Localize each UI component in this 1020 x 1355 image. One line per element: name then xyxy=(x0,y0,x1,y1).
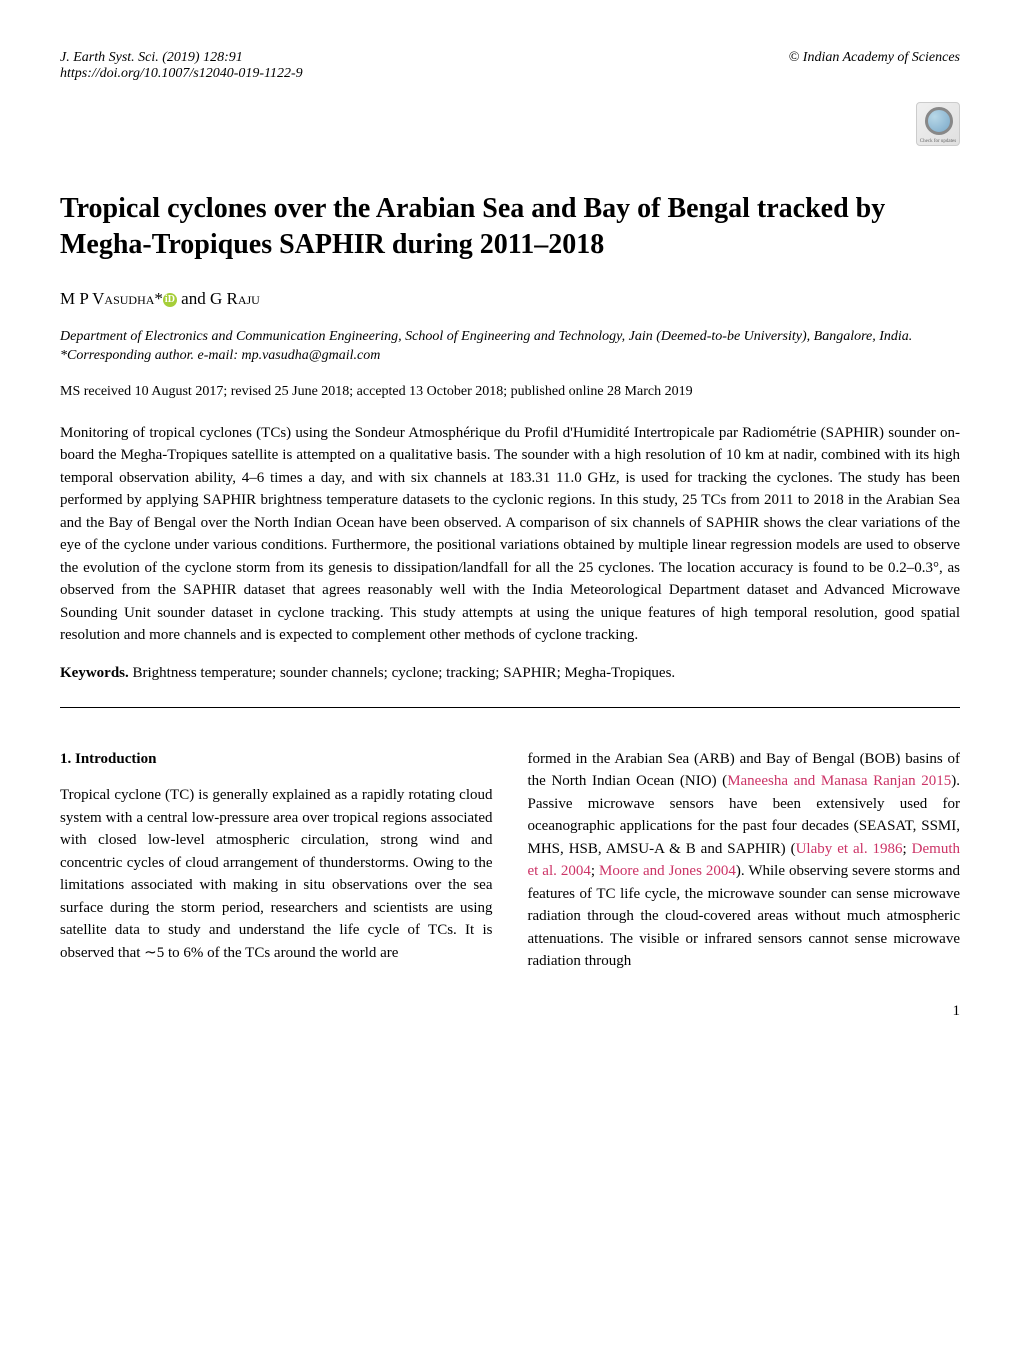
authors-line: M P Vasudha*iD and G Raju xyxy=(60,289,960,309)
column-right: formed in the Arabian Sea (ARB) and Bay … xyxy=(528,748,961,973)
author-2: G Raju xyxy=(210,289,260,308)
crossmark-icon xyxy=(925,107,953,135)
keywords-label: Keywords. xyxy=(60,665,129,681)
doi-link[interactable]: https://doi.org/10.1007/s12040-019-1122-… xyxy=(60,66,303,82)
journal-info-left: J. Earth Syst. Sci. (2019) 128:91 https:… xyxy=(60,50,303,82)
crossmark-badge[interactable]: Check for updates xyxy=(916,102,960,146)
crossmark-label: Check for updates xyxy=(917,139,959,144)
section-divider xyxy=(60,707,960,708)
citation-ulaby[interactable]: Ulaby et al. 1986 xyxy=(796,841,903,857)
author-1: M P Vasudha xyxy=(60,289,154,308)
journal-header: J. Earth Syst. Sci. (2019) 128:91 https:… xyxy=(60,50,960,82)
affiliation-block: Department of Electronics and Communicat… xyxy=(60,327,960,366)
affiliation-dept: Department of Electronics and Communicat… xyxy=(60,327,960,347)
citation-maneesha[interactable]: Maneesha and Manasa Ranjan 2015 xyxy=(727,773,951,789)
manuscript-dates: MS received 10 August 2017; revised 25 J… xyxy=(60,384,960,400)
publisher-info: © Indian Academy of Sciences xyxy=(789,50,960,66)
keywords-line: Keywords. Brightness temperature; sounde… xyxy=(60,665,960,682)
col2-sep-2: ; xyxy=(903,841,912,857)
section-1-heading: 1. Introduction xyxy=(60,748,493,771)
keywords-text: Brightness temperature; sounder channels… xyxy=(129,665,675,681)
orcid-icon[interactable]: iD xyxy=(163,293,177,307)
crossmark-container: Check for updates xyxy=(60,102,960,151)
abstract-text: Monitoring of tropical cyclones (TCs) us… xyxy=(60,422,960,647)
corresponding-marker: * xyxy=(154,289,163,308)
paper-title: Tropical cyclones over the Arabian Sea a… xyxy=(60,191,960,264)
body-columns: 1. Introduction Tropical cyclone (TC) is… xyxy=(60,748,960,973)
author-connector: and xyxy=(177,289,210,308)
column-left: 1. Introduction Tropical cyclone (TC) is… xyxy=(60,748,493,973)
journal-citation: J. Earth Syst. Sci. (2019) 128:91 xyxy=(60,50,303,66)
intro-paragraph-right: formed in the Arabian Sea (ARB) and Bay … xyxy=(528,748,961,973)
intro-paragraph-left: Tropical cyclone (TC) is generally expla… xyxy=(60,784,493,964)
page-number: 1 xyxy=(60,1003,960,1020)
col2-sep-3: ; xyxy=(591,863,599,879)
citation-moore[interactable]: Moore and Jones 2004 xyxy=(599,863,736,879)
corresponding-author: *Corresponding author. e-mail: mp.vasudh… xyxy=(60,346,960,366)
